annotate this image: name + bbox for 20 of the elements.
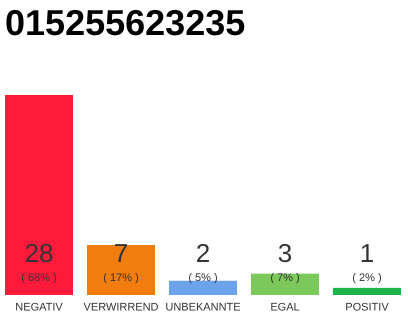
annotation: ( 7% ) <box>270 272 300 284</box>
bar <box>250 274 320 295</box>
bar <box>86 245 156 295</box>
data-label: 3 <box>278 238 292 268</box>
x-tick-label: NEGATIV <box>15 302 64 314</box>
data-label: 2 <box>196 238 210 268</box>
annotation: ( 68% ) <box>21 272 57 284</box>
bar <box>5 95 74 295</box>
chart-title: 015255623235 <box>4 1 246 45</box>
data-label: 7 <box>114 238 128 268</box>
x-tick-label: EGAL <box>270 302 300 314</box>
x-tick-label: POSITIV <box>345 302 390 314</box>
annotation: ( 5% ) <box>188 272 218 284</box>
data-label: 1 <box>360 238 374 268</box>
x-tick-label: UNBEKANNTE <box>165 302 241 314</box>
x-tick-label: VERWIRREND <box>84 302 159 314</box>
bar <box>332 288 401 295</box>
data-label: 28 <box>24 238 54 268</box>
annotation: ( 17% ) <box>103 272 139 284</box>
annotation: ( 2% ) <box>352 272 382 284</box>
